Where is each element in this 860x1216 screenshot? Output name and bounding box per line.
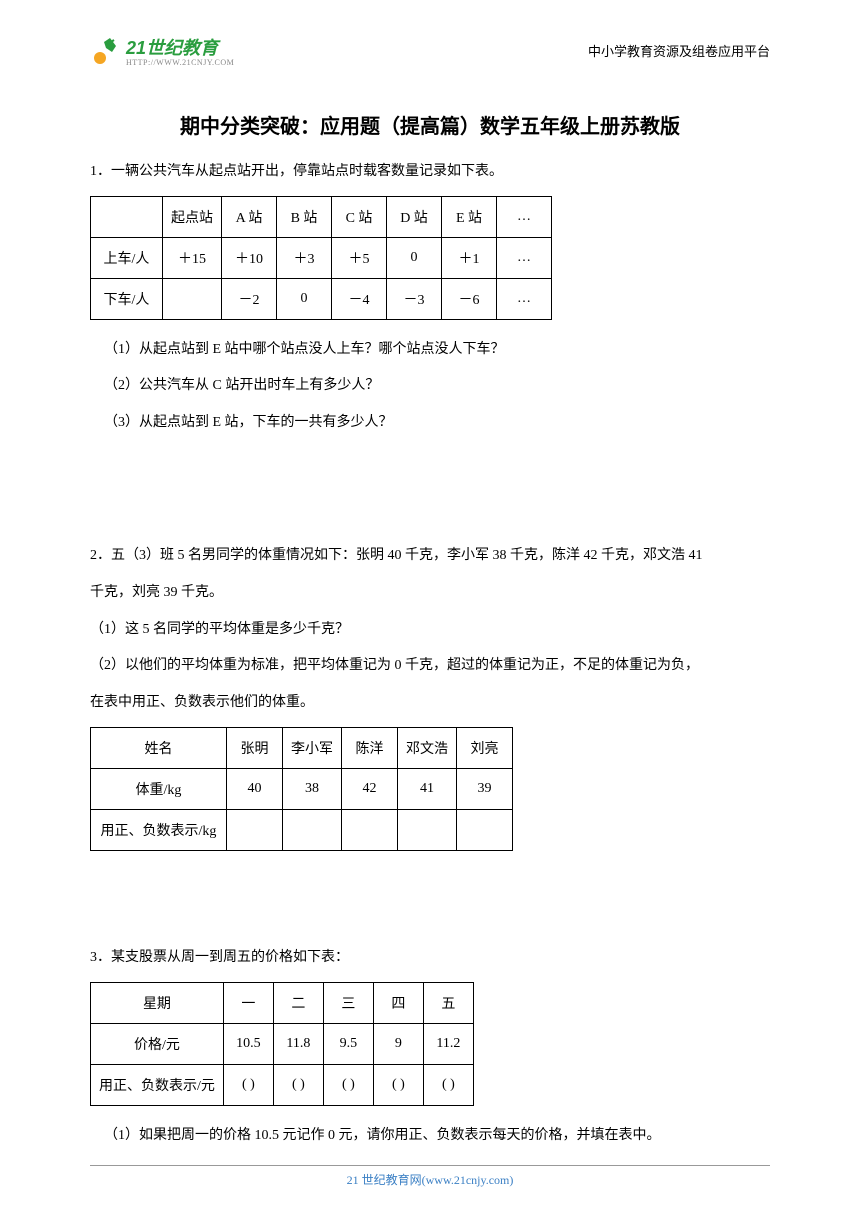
table-cell: 42	[342, 768, 398, 809]
table-cell: 9.5	[323, 1023, 373, 1064]
problem3-intro: 3．某支股票从周一到周五的价格如下表：	[90, 943, 770, 974]
table-row: 姓名 张明 李小军 陈洋 邓文浩 刘亮	[91, 727, 513, 768]
table-cell: －2	[222, 278, 277, 319]
table-cell: 用正、负数表示/kg	[91, 809, 227, 850]
table-cell: D 站	[387, 196, 442, 237]
table-cell: …	[497, 196, 552, 237]
table-cell: C 站	[332, 196, 387, 237]
table-cell: B 站	[277, 196, 332, 237]
table-cell: 体重/kg	[91, 768, 227, 809]
logo-text-block: 21世纪教育 HTTP://WWW.21CNJY.COM	[126, 34, 234, 67]
spacer	[90, 863, 770, 943]
table-cell	[398, 809, 457, 850]
table-cell	[163, 278, 222, 319]
table-cell: 10.5	[223, 1023, 273, 1064]
logo-icon	[90, 34, 122, 66]
table-cell: ( )	[323, 1064, 373, 1105]
table-cell	[91, 196, 163, 237]
page-title: 期中分类突破：应用题（提高篇）数学五年级上册苏教版	[90, 110, 770, 139]
table-cell: 姓名	[91, 727, 227, 768]
table-cell: …	[497, 278, 552, 319]
table-cell: 价格/元	[91, 1023, 224, 1064]
problem1-table: 起点站 A 站 B 站 C 站 D 站 E 站 … 上车/人 ＋15 ＋10 ＋…	[90, 196, 552, 320]
table-row: 用正、负数表示/元 ( ) ( ) ( ) ( ) ( )	[91, 1064, 474, 1105]
table-cell: 起点站	[163, 196, 222, 237]
table-row: 起点站 A 站 B 站 C 站 D 站 E 站 …	[91, 196, 552, 237]
problem3-table: 星期 一 二 三 四 五 价格/元 10.5 11.8 9.5 9 11.2 用…	[90, 982, 474, 1106]
table-cell	[227, 809, 283, 850]
table-cell: ＋5	[332, 237, 387, 278]
problem2-q1: （1）这 5 名同学的平均体重是多少千克？	[90, 615, 770, 646]
problem2-q2-line1: （2）以他们的平均体重为标准，把平均体重记为 0 千克，超过的体重记为正，不足的…	[90, 651, 770, 682]
problem1-q1: （1）从起点站到 E 站中哪个站点没人上车？哪个站点没人下车？	[104, 332, 770, 368]
table-cell: A 站	[222, 196, 277, 237]
table-cell: －3	[387, 278, 442, 319]
table-cell: 下车/人	[91, 278, 163, 319]
table-cell: 11.8	[273, 1023, 323, 1064]
table-cell: 39	[457, 768, 513, 809]
table-cell: 邓文浩	[398, 727, 457, 768]
table-cell: E 站	[442, 196, 497, 237]
table-cell	[342, 809, 398, 850]
table-cell: ＋10	[222, 237, 277, 278]
table-cell: －4	[332, 278, 387, 319]
problem2-intro-line2: 千克，刘亮 39 千克。	[90, 578, 770, 609]
page-header: 21世纪教育 HTTP://WWW.21CNJY.COM 中小学教育资源及组卷应…	[0, 0, 860, 80]
table-cell: 41	[398, 768, 457, 809]
footer-divider	[90, 1165, 770, 1166]
table-cell: 星期	[91, 982, 224, 1023]
table-cell: ( )	[223, 1064, 273, 1105]
table-cell: 用正、负数表示/元	[91, 1064, 224, 1105]
table-row: 用正、负数表示/kg	[91, 809, 513, 850]
problem2-q2-line2: 在表中用正、负数表示他们的体重。	[90, 688, 770, 719]
problem3-q1: （1）如果把周一的价格 10.5 元记作 0 元，请你用正、负数表示每天的价格，…	[104, 1118, 770, 1154]
problem1-q3: （3）从起点站到 E 站，下车的一共有多少人？	[104, 405, 770, 441]
table-cell: ＋1	[442, 237, 497, 278]
table-cell: 刘亮	[457, 727, 513, 768]
table-cell: 11.2	[423, 1023, 473, 1064]
table-cell: 四	[373, 982, 423, 1023]
logo: 21世纪教育 HTTP://WWW.21CNJY.COM	[90, 34, 234, 67]
table-row: 下车/人 －2 0 －4 －3 －6 …	[91, 278, 552, 319]
content-area: 期中分类突破：应用题（提高篇）数学五年级上册苏教版 1．一辆公共汽车从起点站开出…	[0, 110, 860, 1154]
table-cell: ( )	[273, 1064, 323, 1105]
header-right-text: 中小学教育资源及组卷应用平台	[588, 41, 770, 60]
table-cell	[457, 809, 513, 850]
table-cell: 三	[323, 982, 373, 1023]
table-cell: 二	[273, 982, 323, 1023]
spacer	[90, 441, 770, 541]
table-cell: ＋3	[277, 237, 332, 278]
table-cell: 0	[277, 278, 332, 319]
table-row: 体重/kg 40 38 42 41 39	[91, 768, 513, 809]
table-cell: …	[497, 237, 552, 278]
table-cell: 38	[283, 768, 342, 809]
table-cell: －6	[442, 278, 497, 319]
problem1-intro: 1．一辆公共汽车从起点站开出，停靠站点时载客数量记录如下表。	[90, 157, 770, 188]
table-row: 上车/人 ＋15 ＋10 ＋3 ＋5 0 ＋1 …	[91, 237, 552, 278]
table-cell: ( )	[373, 1064, 423, 1105]
table-cell: 上车/人	[91, 237, 163, 278]
table-cell: ＋15	[163, 237, 222, 278]
table-row: 星期 一 二 三 四 五	[91, 982, 474, 1023]
problem1-q2: （2）公共汽车从 C 站开出时车上有多少人？	[104, 368, 770, 404]
table-cell: 李小军	[283, 727, 342, 768]
table-cell: 40	[227, 768, 283, 809]
table-cell: 张明	[227, 727, 283, 768]
table-cell: 陈洋	[342, 727, 398, 768]
logo-main-text: 21世纪教育	[126, 34, 234, 60]
problem2-intro-line1: 2．五（3）班 5 名男同学的体重情况如下：张明 40 千克，李小军 38 千克…	[90, 541, 770, 572]
table-cell: 9	[373, 1023, 423, 1064]
problem2-table: 姓名 张明 李小军 陈洋 邓文浩 刘亮 体重/kg 40 38 42 41 39…	[90, 727, 513, 851]
logo-sub-text: HTTP://WWW.21CNJY.COM	[126, 58, 234, 67]
table-cell: 0	[387, 237, 442, 278]
table-cell: ( )	[423, 1064, 473, 1105]
table-cell: 五	[423, 982, 473, 1023]
table-cell: 一	[223, 982, 273, 1023]
page-footer: 21 世纪教育网(www.21cnjy.com)	[0, 1171, 860, 1188]
table-row: 价格/元 10.5 11.8 9.5 9 11.2	[91, 1023, 474, 1064]
table-cell	[283, 809, 342, 850]
